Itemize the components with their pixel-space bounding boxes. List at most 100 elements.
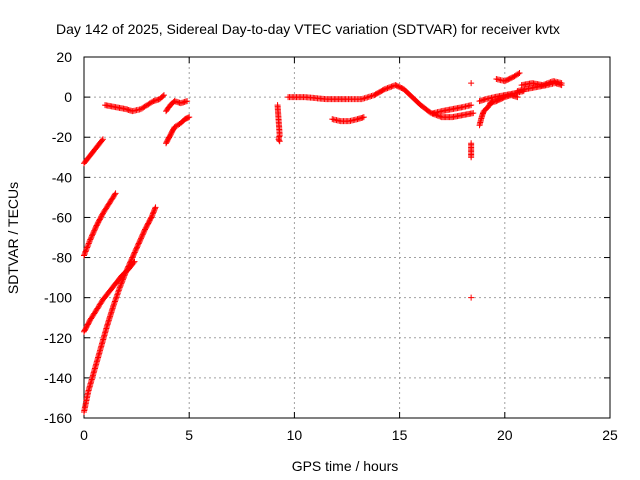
data-point xyxy=(160,92,167,99)
data-point xyxy=(136,239,143,246)
data-point xyxy=(126,260,133,267)
data-point xyxy=(124,266,131,273)
data-point xyxy=(91,226,98,233)
data-point xyxy=(140,229,147,236)
data-point xyxy=(86,239,93,246)
y-tick-label: -100 xyxy=(44,290,72,306)
y-tick-label: 0 xyxy=(64,89,72,105)
data-point xyxy=(120,273,127,280)
data-point xyxy=(117,283,124,290)
data-points xyxy=(81,70,565,415)
data-point xyxy=(383,85,390,92)
data-point xyxy=(88,233,95,240)
data-point xyxy=(127,258,134,265)
data-point xyxy=(276,137,283,144)
data-point xyxy=(542,81,549,88)
data-point xyxy=(468,102,475,109)
data-point xyxy=(360,114,367,121)
data-point xyxy=(128,255,135,262)
data-point xyxy=(123,268,130,275)
data-point xyxy=(128,257,135,264)
y-tick-label: -120 xyxy=(44,330,72,346)
data-point xyxy=(468,154,475,161)
data-point xyxy=(135,240,142,247)
data-point xyxy=(132,248,139,255)
x-tick-label: 20 xyxy=(497,427,513,443)
y-tick-label: -60 xyxy=(52,209,72,225)
x-tick-label: 0 xyxy=(80,427,88,443)
data-point xyxy=(118,279,125,286)
x-axis-label: GPS time / hours xyxy=(292,458,399,474)
data-point xyxy=(384,85,391,92)
data-point xyxy=(387,84,394,91)
data-point xyxy=(385,84,392,91)
data-point xyxy=(112,190,119,197)
data-point xyxy=(152,205,159,212)
data-point xyxy=(388,83,395,90)
data-point xyxy=(130,252,137,259)
data-point xyxy=(184,98,191,105)
data-point xyxy=(86,237,93,244)
data-point xyxy=(149,211,156,218)
x-tick-label: 10 xyxy=(287,427,303,443)
data-point xyxy=(148,214,155,221)
data-point xyxy=(151,206,158,213)
data-point xyxy=(116,284,123,291)
data-point xyxy=(85,240,92,247)
data-point xyxy=(125,262,132,269)
data-point xyxy=(136,237,143,244)
data-point xyxy=(140,230,147,237)
data-point xyxy=(117,281,124,288)
data-point xyxy=(437,113,444,120)
y-tick-label: -20 xyxy=(52,129,72,145)
x-tick-label: 5 xyxy=(185,427,193,443)
data-point xyxy=(81,252,87,259)
data-point xyxy=(159,93,166,100)
data-point xyxy=(468,80,475,87)
data-point xyxy=(468,294,475,301)
data-point xyxy=(516,70,523,77)
grid xyxy=(84,57,610,418)
y-tick-label: 20 xyxy=(56,49,72,65)
data-point xyxy=(152,204,159,211)
data-point xyxy=(129,253,136,260)
data-point xyxy=(83,247,90,254)
data-point xyxy=(133,245,140,252)
axis-ticks: 0 5 10 15 20 25 -160 -140 -120 -100 -80 -60 -40 -20 0 2… xyxy=(44,49,618,443)
data-point xyxy=(185,114,192,121)
data-point xyxy=(89,231,96,238)
data-point xyxy=(539,82,546,89)
data-point xyxy=(90,228,97,235)
data-point xyxy=(89,232,96,239)
plot-frame xyxy=(83,56,611,419)
data-point xyxy=(139,231,146,238)
x-tick-label: 25 xyxy=(602,427,618,443)
data-point xyxy=(125,263,132,270)
data-point xyxy=(82,248,89,255)
data-point xyxy=(87,236,94,243)
data-point xyxy=(87,235,94,242)
data-point xyxy=(131,249,138,256)
data-point xyxy=(186,114,193,121)
data-point xyxy=(85,241,92,248)
y-tick-label: -160 xyxy=(44,410,72,426)
data-point xyxy=(111,191,118,198)
data-point xyxy=(129,254,136,261)
data-point xyxy=(149,210,156,217)
data-point xyxy=(137,235,144,242)
data-point xyxy=(276,138,283,145)
data-point xyxy=(121,272,128,279)
data-point xyxy=(558,80,565,87)
data-point xyxy=(84,244,91,251)
y-tick-label: -140 xyxy=(44,370,72,386)
data-point xyxy=(118,280,125,287)
data-point xyxy=(99,136,106,143)
data-point xyxy=(119,276,126,283)
data-point xyxy=(148,213,155,220)
data-point xyxy=(139,232,146,239)
data-point xyxy=(137,236,144,243)
data-point xyxy=(90,230,97,237)
data-point xyxy=(135,241,142,248)
data-point xyxy=(543,80,550,87)
